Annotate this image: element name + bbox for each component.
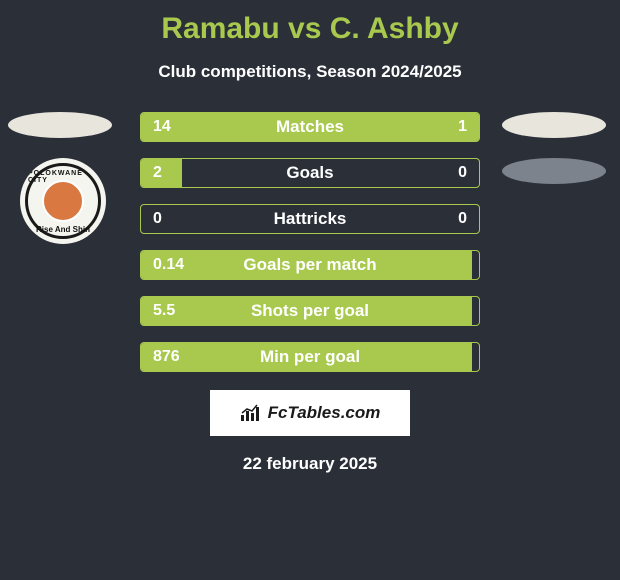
stat-row: 0.14Goals per match xyxy=(140,250,480,280)
comparison-title: Ramabu vs C. Ashby xyxy=(0,0,620,46)
footer-site-name: FcTables.com xyxy=(268,403,381,423)
badge-text-bottom: Rise And Shin xyxy=(36,225,90,234)
stat-label: Goals xyxy=(141,163,479,183)
footer-logo: FcTables.com xyxy=(210,390,410,436)
player-ellipse-left xyxy=(8,112,112,138)
stat-right-value: 0 xyxy=(458,164,467,182)
player-ellipse-right xyxy=(502,112,606,138)
chart-icon xyxy=(240,404,262,422)
stat-label: Min per goal xyxy=(141,347,479,367)
stat-row: 2Goals0 xyxy=(140,158,480,188)
footer-date: 22 february 2025 xyxy=(0,454,620,474)
right-player-icons xyxy=(502,112,612,204)
stat-label: Goals per match xyxy=(141,255,479,275)
stat-row: 14Matches1 xyxy=(140,112,480,142)
club-ellipse-right xyxy=(502,158,606,184)
stat-label: Hattricks xyxy=(141,209,479,229)
stat-row: 5.5Shots per goal xyxy=(140,296,480,326)
stats-container: 14Matches12Goals00Hattricks00.14Goals pe… xyxy=(140,112,480,372)
stat-label: Matches xyxy=(141,117,479,137)
stat-row: 876Min per goal xyxy=(140,342,480,372)
stat-right-value: 0 xyxy=(458,210,467,228)
stat-right-value: 1 xyxy=(458,118,467,136)
badge-center-icon xyxy=(42,180,84,222)
left-player-icons: POLOKWANE CITY Rise And Shin xyxy=(8,112,118,244)
stat-label: Shots per goal xyxy=(141,301,479,321)
stat-row: 0Hattricks0 xyxy=(140,204,480,234)
content-area: POLOKWANE CITY Rise And Shin 14Matches1 2… xyxy=(0,112,620,372)
club-badge-left: POLOKWANE CITY Rise And Shin xyxy=(20,158,106,244)
badge-inner: POLOKWANE CITY Rise And Shin xyxy=(25,163,101,239)
badge-text-top: POLOKWANE CITY xyxy=(28,170,98,184)
comparison-subtitle: Club competitions, Season 2024/2025 xyxy=(0,62,620,82)
